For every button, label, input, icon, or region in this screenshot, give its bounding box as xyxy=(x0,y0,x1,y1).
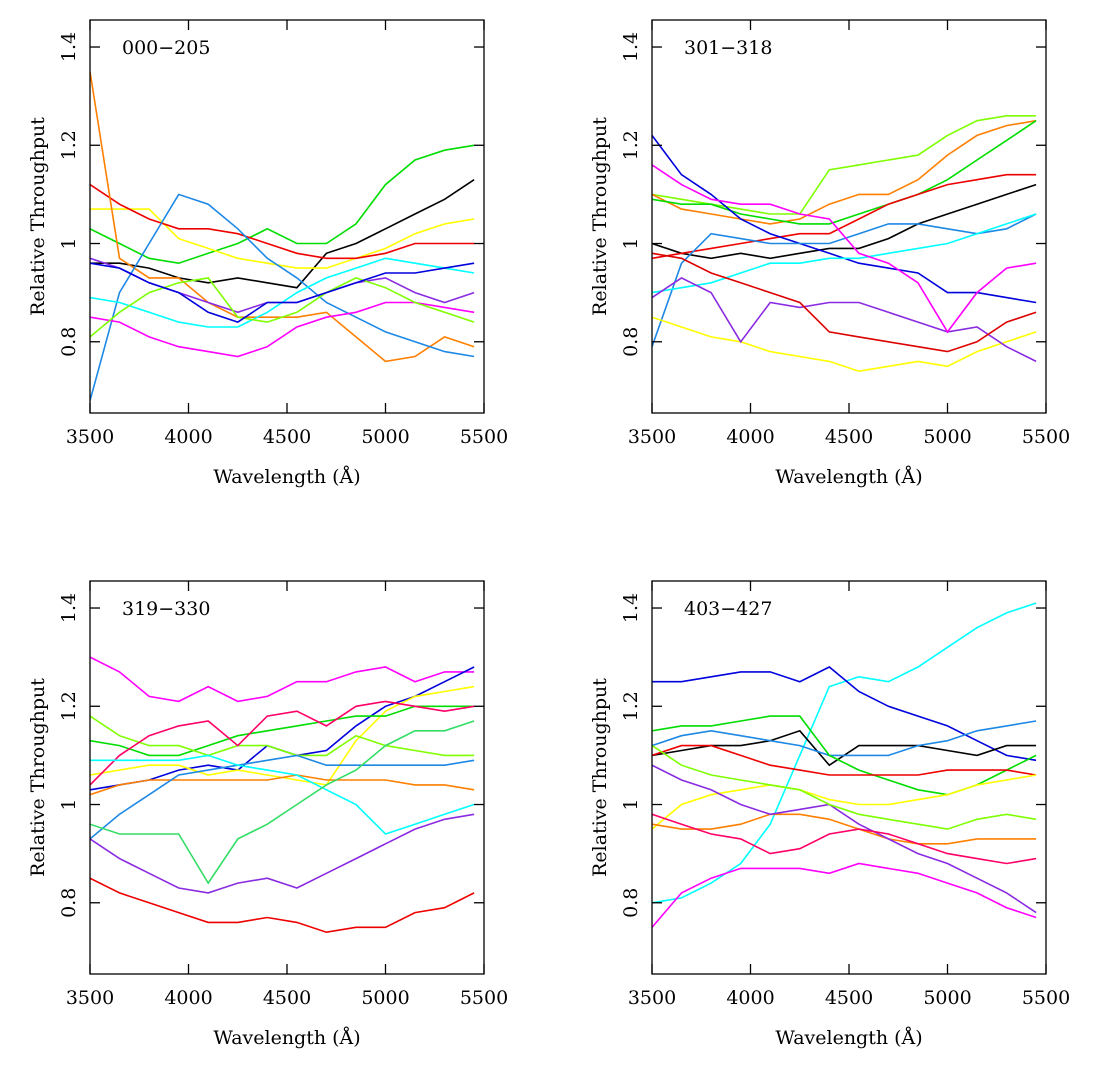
y-tick-label: 1 xyxy=(58,798,80,810)
x-tick-label: 4000 xyxy=(164,426,212,448)
panel-label: 319−330 xyxy=(122,598,210,620)
data-line xyxy=(652,666,1037,762)
panel-label: 403−427 xyxy=(684,598,772,620)
x-tick-label: 4500 xyxy=(825,426,873,448)
y-axis-label: Relative Throughput xyxy=(589,678,611,877)
plot-frame xyxy=(651,580,1047,975)
data-line xyxy=(90,754,475,840)
data-line xyxy=(652,120,1037,225)
data-line xyxy=(90,877,475,934)
y-axis-label: Relative Throughput xyxy=(27,678,49,877)
x-axis-label: Wavelength (Å) xyxy=(213,466,360,488)
x-tick-label: 3500 xyxy=(628,426,676,448)
x-tick-label: 5500 xyxy=(1022,987,1070,1009)
data-line xyxy=(652,813,1037,845)
data-line xyxy=(652,720,1037,757)
plot-frame xyxy=(89,19,485,414)
data-line xyxy=(652,813,1037,865)
data-line xyxy=(652,316,1037,373)
data-line xyxy=(652,252,1037,353)
y-tick-label: 1.2 xyxy=(58,130,80,160)
data-line xyxy=(652,862,1037,928)
data-line xyxy=(90,774,475,796)
data-line xyxy=(652,173,1037,260)
y-axis-label: Relative Throughput xyxy=(589,117,611,316)
panel: 3500 4000 4500 5000 5500 0.8 1 1.2 1.4 301−318 Wav… xyxy=(589,19,1070,488)
data-line xyxy=(90,262,475,323)
y-tick-label: 0.8 xyxy=(58,888,80,918)
y-tick-label: 1.2 xyxy=(58,691,80,721)
panel: 3500 4000 4500 5000 5500 0.8 1 1.2 1.4 000−205 Wav… xyxy=(27,19,508,488)
panel: 3500 4000 4500 5000 5500 0.8 1 1.2 1.4 319−330 Wav… xyxy=(27,580,508,1049)
data-line xyxy=(652,774,1037,830)
data-line xyxy=(90,183,475,260)
data-line xyxy=(652,183,1037,260)
data-line xyxy=(652,729,1037,767)
y-tick-label: 0.8 xyxy=(620,327,642,357)
y-tick-label: 1 xyxy=(620,237,642,249)
x-tick-label: 5000 xyxy=(361,426,409,448)
x-tick-label: 4500 xyxy=(263,987,311,1009)
data-line xyxy=(90,193,475,401)
data-line xyxy=(90,277,475,338)
y-tick-label: 1.2 xyxy=(620,130,642,160)
data-line xyxy=(652,744,1037,776)
y-tick-label: 1.4 xyxy=(620,593,642,623)
data-line xyxy=(652,213,1037,294)
y-tick-label: 0.8 xyxy=(58,327,80,357)
x-tick-label: 4500 xyxy=(263,426,311,448)
x-tick-label: 5500 xyxy=(460,426,508,448)
data-line xyxy=(652,164,1037,334)
x-tick-label: 5000 xyxy=(361,987,409,1009)
data-line xyxy=(652,213,1037,347)
x-tick-label: 4000 xyxy=(164,987,212,1009)
data-line xyxy=(90,144,475,265)
x-tick-label: 5500 xyxy=(460,987,508,1009)
data-line xyxy=(652,276,1037,363)
panel-label: 000−205 xyxy=(122,37,210,59)
x-axis-label: Wavelength (Å) xyxy=(775,466,922,488)
x-axis-label: Wavelength (Å) xyxy=(775,1027,922,1049)
data-line xyxy=(90,720,475,885)
data-line xyxy=(652,744,1037,830)
data-line xyxy=(90,656,475,703)
data-line xyxy=(652,119,1037,225)
x-tick-label: 5500 xyxy=(1022,426,1070,448)
y-axis-label: Relative Throughput xyxy=(27,117,49,316)
data-line xyxy=(90,705,475,757)
y-tick-label: 1.4 xyxy=(620,32,642,62)
panel: 3500 4000 4500 5000 5500 0.8 1 1.2 1.4 403−427 Wav… xyxy=(589,580,1070,1049)
data-line xyxy=(90,813,475,894)
x-tick-label: 3500 xyxy=(66,987,114,1009)
y-tick-label: 0.8 xyxy=(620,888,642,918)
panel-label: 301−318 xyxy=(684,37,772,59)
plot-frame xyxy=(89,580,485,975)
x-tick-label: 5000 xyxy=(923,426,971,448)
y-tick-label: 1 xyxy=(620,798,642,810)
x-tick-label: 3500 xyxy=(66,426,114,448)
y-tick-label: 1.2 xyxy=(620,691,642,721)
x-tick-label: 4000 xyxy=(726,987,774,1009)
x-tick-label: 5000 xyxy=(923,987,971,1009)
data-line xyxy=(90,208,475,269)
data-line xyxy=(90,700,475,786)
y-tick-label: 1.4 xyxy=(58,32,80,62)
data-line xyxy=(90,179,475,289)
data-line xyxy=(90,754,475,835)
x-tick-label: 4000 xyxy=(726,426,774,448)
data-line xyxy=(652,764,1037,914)
data-line xyxy=(652,602,1037,904)
y-tick-label: 1 xyxy=(58,237,80,249)
data-line xyxy=(90,301,475,358)
x-tick-label: 4500 xyxy=(825,987,873,1009)
x-axis-label: Wavelength (Å) xyxy=(213,1027,360,1049)
x-tick-label: 3500 xyxy=(628,987,676,1009)
y-tick-label: 1.4 xyxy=(58,593,80,623)
data-line xyxy=(90,715,475,757)
